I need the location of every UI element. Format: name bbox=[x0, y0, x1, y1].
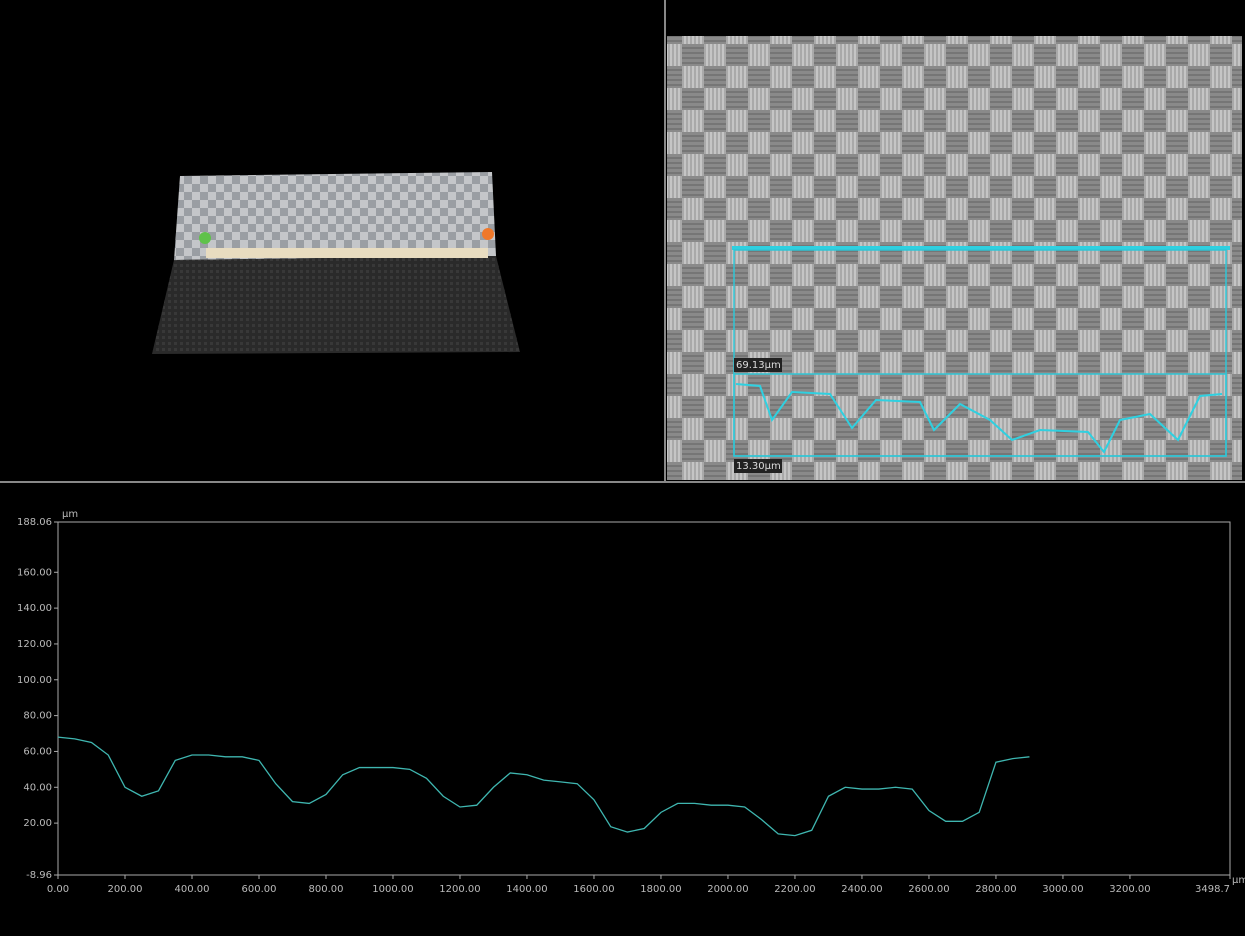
x-tick-label: 1600.00 bbox=[573, 884, 614, 895]
image-view: 69.13μm 13.30μm bbox=[667, 36, 1242, 480]
y-tick-label: 40.00 bbox=[23, 782, 52, 793]
x-tick-label: 1200.00 bbox=[439, 884, 480, 895]
x-tick-label: 0.00 bbox=[47, 884, 69, 895]
profile-band bbox=[206, 248, 488, 258]
app-window: 69.13μm 13.30μm μm μm -8.96 20.00 40.00 60.… bbox=[0, 0, 1245, 936]
x-tick-label: 800.00 bbox=[308, 884, 343, 895]
x-tick-label: 2600.00 bbox=[908, 884, 949, 895]
start-marker bbox=[199, 232, 211, 244]
y-tick-label: -8.96 bbox=[26, 870, 52, 881]
y-tick-label: 80.00 bbox=[23, 711, 52, 722]
y-tick-label: 140.00 bbox=[17, 603, 52, 614]
page: 69.13μm 13.30μm μm μm -8.96 20.00 40.00 60.… bbox=[0, 0, 1245, 936]
x-tick-label: 3498.7 bbox=[1195, 884, 1230, 895]
x-tick-label: 600.00 bbox=[241, 884, 276, 895]
x-tick-label: 2400.00 bbox=[841, 884, 882, 895]
x-tick-label: 1800.00 bbox=[640, 884, 681, 895]
sample-top bbox=[174, 172, 496, 260]
lower-label: 13.30μm bbox=[736, 461, 781, 472]
3d-view bbox=[152, 172, 520, 354]
x-tick-label: 1000.00 bbox=[372, 884, 413, 895]
x-tick-label: 3000.00 bbox=[1042, 884, 1083, 895]
y-tick-label: 120.00 bbox=[17, 639, 52, 650]
x-tick-label: 400.00 bbox=[174, 884, 209, 895]
x-tick-label: 2000.00 bbox=[707, 884, 748, 895]
sample-side bbox=[152, 256, 520, 354]
x-tick-label: 2200.00 bbox=[774, 884, 815, 895]
x-tick-label: 3200.00 bbox=[1109, 884, 1150, 895]
x-axis-label: μm bbox=[1232, 875, 1245, 886]
x-tick-label: 200.00 bbox=[107, 884, 142, 895]
end-marker bbox=[482, 228, 494, 240]
x-tick-label: 2800.00 bbox=[975, 884, 1016, 895]
surface-image bbox=[667, 36, 1242, 480]
x-tick-label: 1400.00 bbox=[506, 884, 547, 895]
y-axis-label: μm bbox=[62, 509, 78, 520]
y-tick-label: 160.00 bbox=[17, 567, 52, 578]
y-tick-label: 188.06 bbox=[17, 517, 52, 528]
y-tick-label: 60.00 bbox=[23, 746, 52, 757]
y-tick-label: 100.00 bbox=[17, 675, 52, 686]
y-tick-label: 20.00 bbox=[23, 818, 52, 829]
upper-label: 69.13μm bbox=[736, 360, 781, 371]
